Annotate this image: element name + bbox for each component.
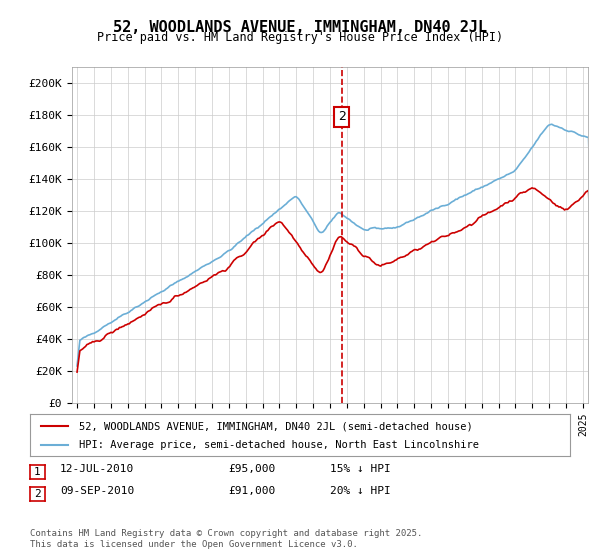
Text: £91,000: £91,000 bbox=[228, 486, 275, 496]
Text: 2: 2 bbox=[34, 489, 41, 499]
Text: 52, WOODLANDS AVENUE, IMMINGHAM, DN40 2JL (semi-detached house): 52, WOODLANDS AVENUE, IMMINGHAM, DN40 2J… bbox=[79, 421, 472, 431]
Text: 15% ↓ HPI: 15% ↓ HPI bbox=[330, 464, 391, 474]
Text: 09-SEP-2010: 09-SEP-2010 bbox=[60, 486, 134, 496]
Text: Contains HM Land Registry data © Crown copyright and database right 2025.
This d: Contains HM Land Registry data © Crown c… bbox=[30, 529, 422, 549]
Text: HPI: Average price, semi-detached house, North East Lincolnshire: HPI: Average price, semi-detached house,… bbox=[79, 440, 479, 450]
Text: 20% ↓ HPI: 20% ↓ HPI bbox=[330, 486, 391, 496]
Text: 52, WOODLANDS AVENUE, IMMINGHAM, DN40 2JL: 52, WOODLANDS AVENUE, IMMINGHAM, DN40 2J… bbox=[113, 20, 487, 35]
Text: 12-JUL-2010: 12-JUL-2010 bbox=[60, 464, 134, 474]
Text: 1: 1 bbox=[34, 467, 41, 477]
Text: £95,000: £95,000 bbox=[228, 464, 275, 474]
Text: Price paid vs. HM Land Registry's House Price Index (HPI): Price paid vs. HM Land Registry's House … bbox=[97, 31, 503, 44]
Text: 2: 2 bbox=[338, 110, 346, 123]
